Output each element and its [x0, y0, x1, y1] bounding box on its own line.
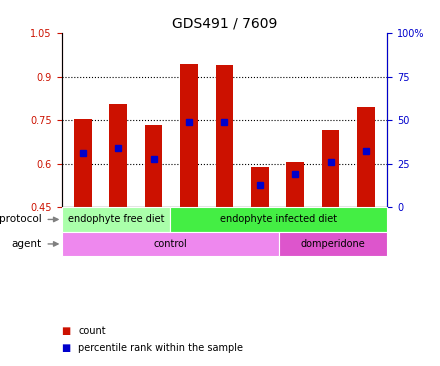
- Text: percentile rank within the sample: percentile rank within the sample: [78, 343, 243, 354]
- Text: endophyte infected diet: endophyte infected diet: [220, 214, 337, 224]
- Bar: [145, 125, 162, 207]
- Bar: [279, 232, 387, 256]
- Bar: [322, 130, 339, 207]
- Bar: [251, 167, 269, 207]
- Bar: [74, 119, 92, 207]
- Text: ■: ■: [62, 326, 71, 336]
- Bar: [180, 64, 198, 207]
- Bar: [170, 207, 387, 232]
- Text: control: control: [153, 239, 187, 249]
- Title: GDS491 / 7609: GDS491 / 7609: [172, 16, 277, 30]
- Bar: [216, 65, 233, 207]
- Text: ■: ■: [62, 343, 71, 354]
- Bar: [62, 207, 170, 232]
- Text: protocol: protocol: [0, 214, 42, 224]
- Text: endophyte free diet: endophyte free diet: [68, 214, 164, 224]
- Bar: [110, 104, 127, 207]
- Text: agent: agent: [11, 239, 42, 249]
- Bar: [357, 107, 375, 207]
- Bar: [62, 232, 279, 256]
- Bar: [286, 162, 304, 207]
- Text: count: count: [78, 326, 106, 336]
- Text: domperidone: domperidone: [301, 239, 365, 249]
